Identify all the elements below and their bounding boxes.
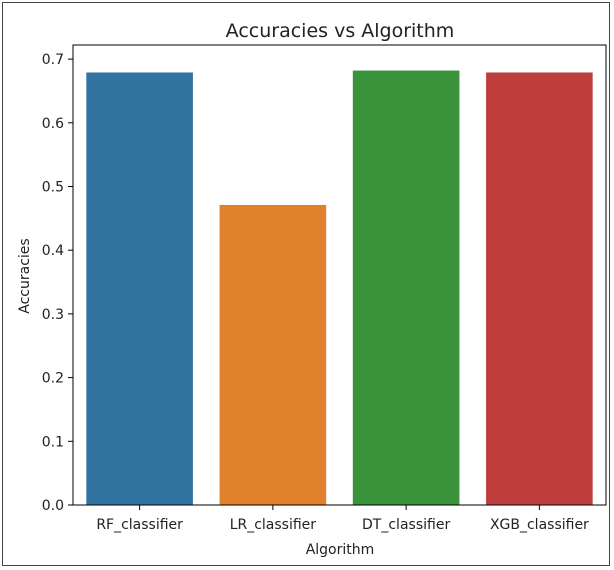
bar-xgb-classifier [486, 72, 593, 506]
x-tick-label: DT_classifier [362, 517, 450, 533]
x-tick-label: XGB_classifier [490, 517, 589, 533]
bar-rf-classifier [86, 72, 193, 506]
y-axis: 0.0 0.1 0.2 0.3 0.4 0.5 0.6 0.7 [42, 52, 73, 514]
bar-dt-classifier [352, 70, 460, 505]
chart-title: Accuracies vs Algorithm [226, 20, 455, 42]
y-axis-label: Accuracies [17, 238, 33, 313]
x-axis-label: Algorithm [306, 542, 375, 558]
bar-lr-classifier [219, 204, 327, 505]
y-tick-label: 0.1 [42, 434, 64, 450]
y-tick-label: 0.6 [42, 116, 64, 132]
x-axis: RF_classifier LR_classifier DT_classifier X… [96, 505, 589, 533]
y-tick-label: 0.3 [42, 307, 64, 323]
y-tick-label: 0.2 [42, 371, 64, 387]
y-tick-label: 0.0 [42, 498, 64, 514]
bars-group [86, 70, 593, 506]
plot-area-border [72, 44, 607, 506]
y-tick-label: 0.7 [42, 52, 64, 68]
x-tick-label: LR_classifier [230, 517, 317, 533]
y-tick-label: 0.4 [42, 243, 64, 259]
x-tick-label: RF_classifier [96, 517, 183, 533]
y-tick-label: 0.5 [42, 180, 64, 196]
